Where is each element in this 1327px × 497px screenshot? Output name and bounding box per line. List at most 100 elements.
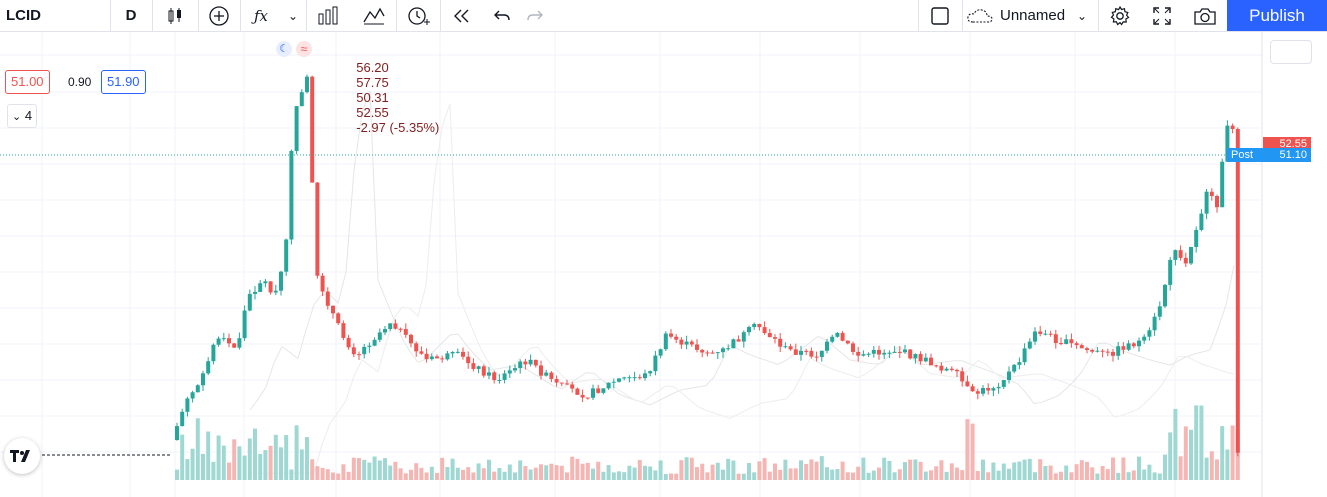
tradingview-logo[interactable] xyxy=(4,438,40,474)
candle-body xyxy=(320,275,325,292)
publish-button[interactable]: Publish xyxy=(1227,0,1327,31)
compare-button[interactable] xyxy=(354,0,394,31)
candle-body xyxy=(242,310,247,339)
candle-body xyxy=(996,386,1001,389)
replay-button[interactable] xyxy=(442,0,482,31)
ohlc-values: 56.20 57.75 50.31 52.55 -2.97 (-5.35%) xyxy=(349,45,449,135)
volume-bar xyxy=(871,470,876,480)
candle-body xyxy=(960,371,965,382)
volume-bar xyxy=(840,461,845,480)
candle-body xyxy=(409,334,413,344)
volume-bar xyxy=(747,463,751,480)
volume-bar xyxy=(1137,456,1141,480)
layout-select-button[interactable] xyxy=(920,0,960,31)
save-layout-button[interactable]: Unnamed ⌄ xyxy=(966,0,1096,31)
volume-bar xyxy=(1220,426,1225,480)
candle-body xyxy=(731,339,736,349)
candle-body xyxy=(851,343,855,352)
divider xyxy=(306,0,307,31)
volume-bar xyxy=(559,465,564,480)
volume-bar xyxy=(273,434,278,480)
bar-chart-button[interactable] xyxy=(308,0,348,31)
top-toolbar: LCID D ƒx ⌄ Unnamed ⌄ xyxy=(0,0,1327,32)
price-chart[interactable] xyxy=(0,32,1327,497)
candle-body xyxy=(991,388,996,391)
volume-bar xyxy=(991,462,996,480)
compare-icon xyxy=(363,7,385,24)
candle-body xyxy=(289,150,294,240)
candle-body xyxy=(544,372,549,376)
redo-button[interactable] xyxy=(520,0,550,31)
candle-body xyxy=(814,356,819,358)
top-right-control[interactable] xyxy=(1270,40,1312,64)
square-icon xyxy=(931,6,949,25)
volume-bar xyxy=(575,458,580,480)
candle-body xyxy=(819,350,824,357)
volume-bar xyxy=(398,468,403,480)
divider xyxy=(918,0,919,31)
candle-body xyxy=(970,386,975,392)
volume-bar xyxy=(741,473,746,480)
candle-body xyxy=(549,372,554,379)
add-indicator-button[interactable] xyxy=(200,0,238,31)
volume-bar xyxy=(648,466,653,480)
symbol-search-button[interactable]: LCID xyxy=(6,0,46,31)
candle-body xyxy=(861,354,866,356)
indicators-toggle[interactable]: ⌄ 4 xyxy=(7,104,38,128)
settings-button[interactable] xyxy=(1100,0,1140,31)
divider xyxy=(1098,0,1099,31)
volume-bar xyxy=(762,458,767,480)
indicators-button[interactable]: ƒx xyxy=(244,0,278,31)
candle-body xyxy=(471,363,476,369)
volume-bar xyxy=(606,465,611,480)
candle-body xyxy=(939,365,944,371)
candle-body xyxy=(539,365,543,376)
volume-bar xyxy=(1027,458,1032,480)
candle-body xyxy=(1204,191,1209,214)
volume-bar xyxy=(284,435,289,480)
volume-bar xyxy=(1100,466,1105,480)
candle-body xyxy=(1079,345,1084,349)
volume-bar xyxy=(201,453,205,480)
volume-bar xyxy=(263,450,268,480)
settings-icon xyxy=(1110,5,1130,26)
spread-value: 0.90 xyxy=(68,75,92,89)
candle-body xyxy=(783,346,788,348)
sell-price-box[interactable]: 51.00 xyxy=(5,70,50,94)
volume-bar xyxy=(362,459,367,480)
candle-body xyxy=(403,329,408,335)
buy-price-box[interactable]: 51.90 xyxy=(101,70,146,94)
volume-bar xyxy=(793,468,798,480)
volume-bar xyxy=(1173,408,1178,480)
volume-bar xyxy=(986,472,991,480)
candle-body xyxy=(752,323,757,328)
undo-button[interactable] xyxy=(484,0,520,31)
candle-body xyxy=(591,388,595,398)
candle-body xyxy=(1022,348,1027,363)
volume-bar xyxy=(637,459,642,480)
volume-bar xyxy=(388,465,393,480)
volume-bar xyxy=(247,438,252,480)
candle-body xyxy=(1220,161,1225,208)
candle-body xyxy=(741,332,746,342)
candle-body xyxy=(487,372,491,376)
volume-bar xyxy=(580,463,585,480)
volume-bar xyxy=(1152,472,1157,480)
fullscreen-button[interactable] xyxy=(1142,0,1182,31)
volume-bar xyxy=(227,462,231,480)
candle-body xyxy=(1147,330,1152,337)
alert-button[interactable] xyxy=(398,0,438,31)
candle-body xyxy=(351,347,356,355)
snapshot-button[interactable] xyxy=(1184,0,1226,31)
indicators-dropdown[interactable]: ⌄ xyxy=(282,0,304,31)
interval-button[interactable]: D xyxy=(112,0,150,31)
last-price-text: 52.55 xyxy=(1279,138,1307,150)
volume-bar xyxy=(299,449,304,480)
symbol-label: LCID xyxy=(6,7,41,24)
chart-type-button[interactable] xyxy=(154,0,196,31)
volume-bar xyxy=(1074,464,1079,480)
volume-bar xyxy=(523,466,528,480)
volume-bar xyxy=(237,446,242,480)
volume-bar xyxy=(845,472,850,480)
volume-bar xyxy=(461,469,465,480)
